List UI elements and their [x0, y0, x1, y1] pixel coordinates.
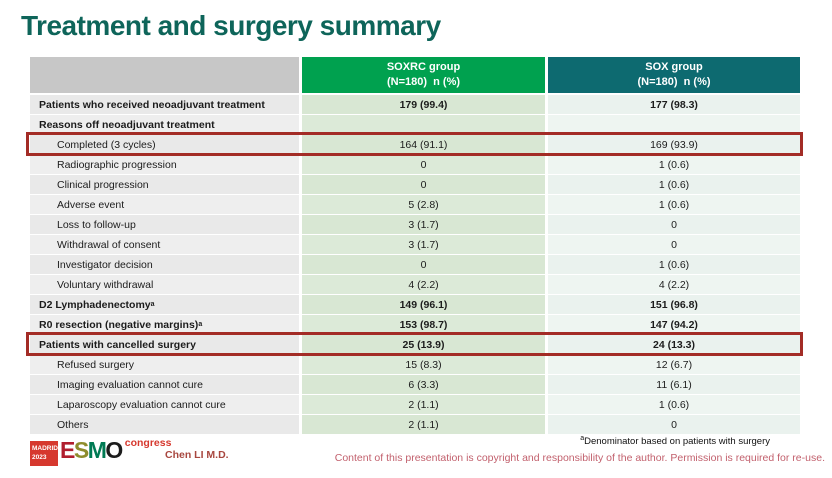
table-row: Patients who received neoadjuvant treatm…: [30, 95, 800, 114]
footnote: aDenominator based on patients with surg…: [580, 434, 770, 447]
sox-value: 177 (98.3): [548, 95, 800, 114]
author-credit: Chen LI M.D.: [165, 449, 229, 461]
table-row: Laparoscopy evaluation cannot cure 2 (1.1…: [30, 395, 800, 414]
table-row: Withdrawal of consent 3 (1.7) 0: [30, 235, 800, 254]
table-row: Radiographic progression 0 1 (0.6): [30, 155, 800, 174]
header-empty-cell: [30, 57, 299, 93]
year-label: 2023: [32, 453, 47, 461]
soxrc-value: 179 (99.4): [302, 95, 545, 114]
soxrc-value: 2 (1.1): [302, 415, 545, 434]
congress-label: congress: [124, 437, 172, 449]
row-label: Completed (3 cycles): [30, 135, 299, 154]
sox-value: 151 (96.8): [548, 295, 800, 314]
table-row: Others 2 (1.1) 0: [30, 415, 800, 434]
table-row: R0 resection (negative margins) a 153 (98.…: [30, 315, 800, 334]
table-row: Clinical progression 0 1 (0.6): [30, 175, 800, 194]
sox-value: 1 (0.6): [548, 255, 800, 274]
row-label: Adverse event: [30, 195, 299, 214]
esmo-letter-m: M: [87, 437, 107, 463]
header-soxrc-subtitle: (N=180) n (%): [386, 76, 461, 88]
row-label: Imaging evaluation cannot cure: [30, 375, 299, 394]
row-label: Laparoscopy evaluation cannot cure: [30, 395, 299, 414]
soxrc-value: 3 (1.7): [302, 235, 545, 254]
table-body: Patients who received neoadjuvant treatm…: [26, 95, 803, 434]
row-label: Loss to follow-up: [30, 215, 299, 234]
row-label: Patients with cancelled surgery: [30, 335, 299, 354]
row-label: Clinical progression: [30, 175, 299, 194]
table-row: Refused surgery 15 (8.3) 12 (6.7): [30, 355, 800, 374]
row-label: D2 Lymphadenectomy a: [30, 295, 299, 314]
table-row: Loss to follow-up 3 (1.7) 0: [30, 215, 800, 234]
footnote-superscript: a: [580, 434, 585, 442]
soxrc-value: 0: [302, 175, 545, 194]
sox-value: 11 (6.1): [548, 375, 800, 394]
row-label: Others: [30, 415, 299, 434]
footnote-text: Denominator based on patients with surge…: [584, 436, 770, 447]
row-label: R0 resection (negative margins) a: [30, 315, 299, 334]
table-row: Imaging evaluation cannot cure 6 (3.3) 11 …: [30, 375, 800, 394]
row-label: Patients who received neoadjuvant treatm…: [30, 95, 299, 114]
row-label: Investigator decision: [30, 255, 299, 274]
soxrc-value: 153 (98.7): [302, 315, 545, 334]
sox-value: 0: [548, 235, 800, 254]
header-sox-subtitle: (N=180) n (%): [637, 76, 711, 88]
soxrc-value: 5 (2.8): [302, 195, 545, 214]
treatment-surgery-table: SOXRC group (N=180) n (%) SOX group (N=1…: [26, 57, 803, 435]
header-soxrc-title: SOXRC group: [386, 61, 461, 74]
table-row: Completed (3 cycles) 164 (91.1) 169 (93.9): [26, 132, 803, 156]
sox-value: 12 (6.7): [548, 355, 800, 374]
sox-value: 169 (93.9): [548, 135, 800, 154]
sox-value: 1 (0.6): [548, 395, 800, 414]
row-label: Voluntary withdrawal: [30, 275, 299, 294]
soxrc-value: 2 (1.1): [302, 395, 545, 414]
header-sox-title: SOX group: [645, 61, 703, 74]
table-row: Investigator decision 0 1 (0.6): [30, 255, 800, 274]
header-sox-group: SOX group (N=180) n (%): [548, 57, 800, 93]
soxrc-value: 4 (2.2): [302, 275, 545, 294]
sox-value: 4 (2.2): [548, 275, 800, 294]
madrid-2023-badge: MADRID 2023: [30, 441, 58, 466]
row-label: Reasons off neoadjuvant treatment: [30, 115, 299, 134]
soxrc-value: 3 (1.7): [302, 215, 545, 234]
soxrc-value: 149 (96.1): [302, 295, 545, 314]
sox-value: 1 (0.6): [548, 195, 800, 214]
sox-value: [548, 115, 800, 134]
table-header-row: SOXRC group (N=180) n (%) SOX group (N=1…: [30, 57, 800, 93]
table-row: Reasons off neoadjuvant treatment: [30, 115, 800, 134]
soxrc-value: 0: [302, 255, 545, 274]
sox-value: 147 (94.2): [548, 315, 800, 334]
row-label: Radiographic progression: [30, 155, 299, 174]
sox-value: 24 (13.3): [548, 335, 800, 354]
row-label: Refused surgery: [30, 355, 299, 374]
sox-value: 0: [548, 415, 800, 434]
esmo-letter-o: O: [105, 437, 123, 463]
table-row: D2 Lymphadenectomy a 149 (96.1) 151 (96.8): [30, 295, 800, 314]
soxrc-value: 164 (91.1): [302, 135, 545, 154]
sox-value: 1 (0.6): [548, 175, 800, 194]
soxrc-value: [302, 115, 545, 134]
soxrc-value: 0: [302, 155, 545, 174]
row-label: Withdrawal of consent: [30, 235, 299, 254]
esmo-wordmark: E S M O: [60, 437, 123, 463]
esmo-letter-s: S: [73, 437, 89, 463]
soxrc-value: 6 (3.3): [302, 375, 545, 394]
table-row: Adverse event 5 (2.8) 1 (0.6): [30, 195, 800, 214]
esmo-congress-logo: MADRID 2023 E S M O congress: [30, 437, 171, 466]
sox-value: 0: [548, 215, 800, 234]
table-row: Voluntary withdrawal 4 (2.2) 4 (2.2): [30, 275, 800, 294]
madrid-label: MADRID: [32, 445, 58, 453]
sox-value: 1 (0.6): [548, 155, 800, 174]
soxrc-value: 15 (8.3): [302, 355, 545, 374]
slide-title: Treatment and surgery summary: [21, 10, 441, 41]
copyright-notice: Content of this presentation is copyrigh…: [334, 452, 825, 464]
soxrc-value: 25 (13.9): [302, 335, 545, 354]
esmo-letter-e: E: [60, 437, 75, 463]
table-row: Patients with cancelled surgery 25 (13.9)…: [26, 332, 803, 356]
header-soxrc-group: SOXRC group (N=180) n (%): [302, 57, 545, 93]
